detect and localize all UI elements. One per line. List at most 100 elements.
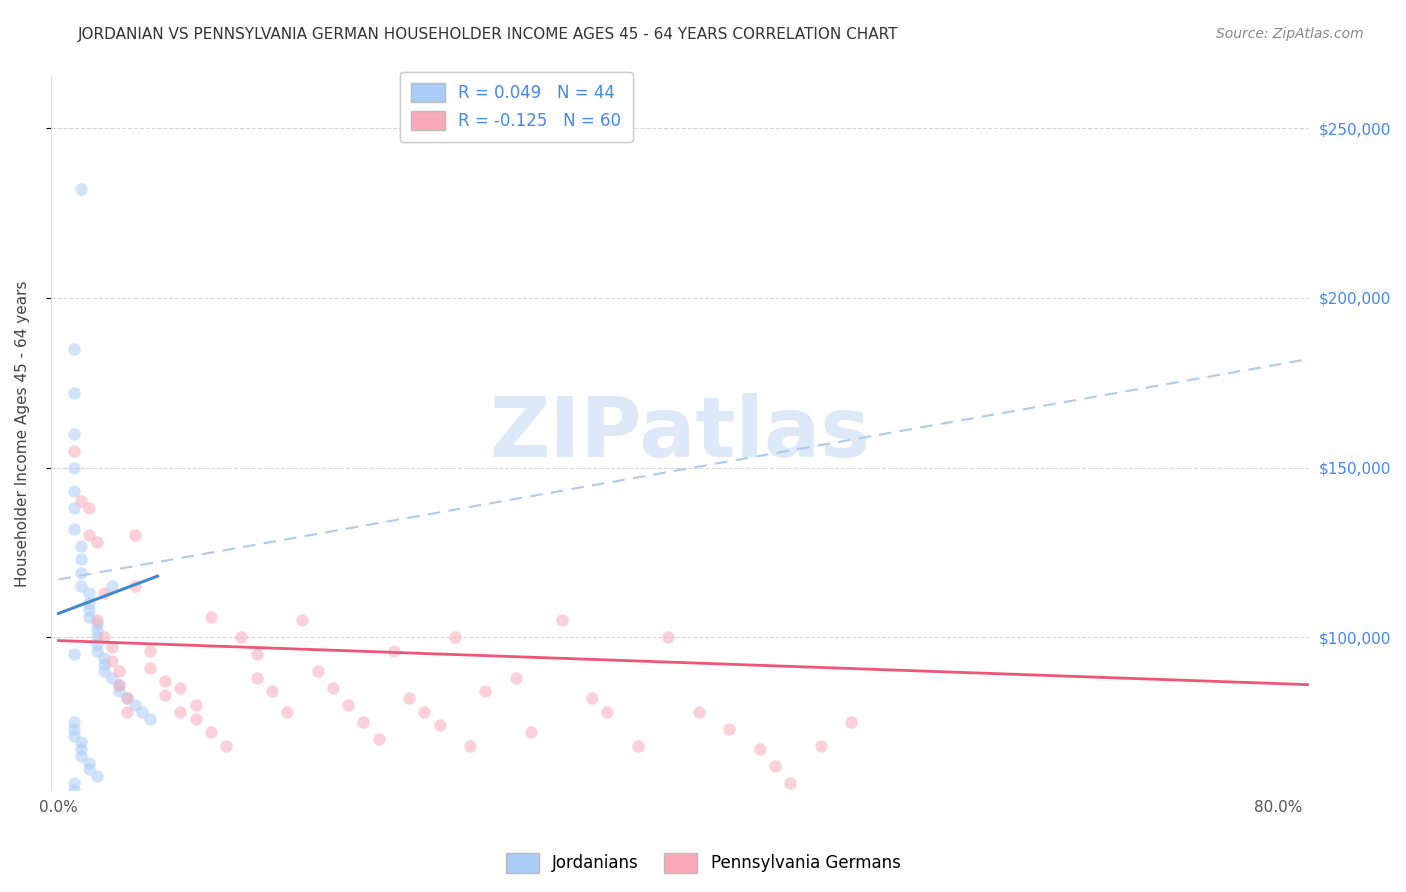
Y-axis label: Householder Income Ages 45 - 64 years: Householder Income Ages 45 - 64 years xyxy=(15,280,30,587)
Point xyxy=(93,630,115,644)
Point xyxy=(62,443,84,458)
Point xyxy=(62,722,84,736)
Point xyxy=(688,705,710,719)
Point xyxy=(86,535,108,549)
Point xyxy=(153,674,176,689)
Point xyxy=(1191,793,1213,807)
Point xyxy=(77,501,100,516)
Point xyxy=(70,748,93,763)
Point xyxy=(352,714,374,729)
Point xyxy=(62,460,84,475)
Point xyxy=(70,742,93,756)
Point xyxy=(184,712,207,726)
Point xyxy=(382,644,405,658)
Point xyxy=(520,725,543,739)
Point xyxy=(86,613,108,627)
Point xyxy=(779,776,801,790)
Point xyxy=(429,718,451,732)
Point xyxy=(101,654,124,668)
Point xyxy=(444,630,467,644)
Point xyxy=(200,610,222,624)
Point xyxy=(62,776,84,790)
Point xyxy=(124,579,146,593)
Point xyxy=(131,705,153,719)
Point xyxy=(62,426,84,441)
Point xyxy=(108,678,131,692)
Point xyxy=(246,671,269,685)
Point xyxy=(108,684,131,698)
Point xyxy=(62,484,84,499)
Point xyxy=(550,613,572,627)
Point xyxy=(77,528,100,542)
Point xyxy=(307,664,329,678)
Point xyxy=(260,684,283,698)
Point xyxy=(115,691,138,706)
Point xyxy=(108,678,131,692)
Point xyxy=(657,630,679,644)
Point xyxy=(627,739,650,753)
Point xyxy=(70,494,93,508)
Legend: R = 0.049   N = 44, R = -0.125   N = 60: R = 0.049 N = 44, R = -0.125 N = 60 xyxy=(399,71,633,142)
Point xyxy=(77,586,100,600)
Point xyxy=(86,644,108,658)
Point xyxy=(101,579,124,593)
Legend: Jordanians, Pennsylvania Germans: Jordanians, Pennsylvania Germans xyxy=(499,847,907,880)
Point xyxy=(169,705,191,719)
Point xyxy=(505,671,527,685)
Point xyxy=(62,342,84,356)
Point xyxy=(246,647,269,661)
Point xyxy=(215,739,238,753)
Point xyxy=(718,722,741,736)
Point xyxy=(62,386,84,401)
Point xyxy=(810,739,832,753)
Text: JORDANIAN VS PENNSYLVANIA GERMAN HOUSEHOLDER INCOME AGES 45 - 64 YEARS CORRELATI: JORDANIAN VS PENNSYLVANIA GERMAN HOUSEHO… xyxy=(77,27,898,42)
Point xyxy=(77,756,100,770)
Point xyxy=(231,630,253,644)
Point xyxy=(322,681,344,695)
Point xyxy=(62,729,84,743)
Point xyxy=(77,763,100,777)
Point xyxy=(86,616,108,631)
Point xyxy=(62,501,84,516)
Point xyxy=(77,603,100,617)
Point xyxy=(77,610,100,624)
Point xyxy=(93,664,115,678)
Point xyxy=(367,731,389,746)
Point xyxy=(115,691,138,706)
Point xyxy=(458,739,481,753)
Point xyxy=(101,640,124,655)
Point xyxy=(101,671,124,685)
Point xyxy=(86,769,108,783)
Point xyxy=(93,657,115,672)
Point xyxy=(62,647,84,661)
Point xyxy=(77,596,100,610)
Point xyxy=(62,782,84,797)
Point xyxy=(763,759,786,773)
Point xyxy=(70,539,93,553)
Point xyxy=(413,705,436,719)
Point xyxy=(398,691,420,706)
Point xyxy=(70,552,93,566)
Point xyxy=(474,684,496,698)
Point xyxy=(86,624,108,638)
Point xyxy=(86,637,108,651)
Point xyxy=(581,691,603,706)
Point xyxy=(86,630,108,644)
Point xyxy=(169,681,191,695)
Text: Source: ZipAtlas.com: Source: ZipAtlas.com xyxy=(1216,27,1364,41)
Point xyxy=(200,725,222,739)
Point xyxy=(70,566,93,580)
Point xyxy=(108,664,131,678)
Point xyxy=(153,688,176,702)
Point xyxy=(276,705,298,719)
Point xyxy=(139,644,162,658)
Text: ZIPatlas: ZIPatlas xyxy=(489,393,870,475)
Point xyxy=(70,182,93,196)
Point xyxy=(291,613,314,627)
Point xyxy=(337,698,360,712)
Point xyxy=(184,698,207,712)
Point xyxy=(93,650,115,665)
Point xyxy=(70,579,93,593)
Point xyxy=(841,714,863,729)
Point xyxy=(139,712,162,726)
